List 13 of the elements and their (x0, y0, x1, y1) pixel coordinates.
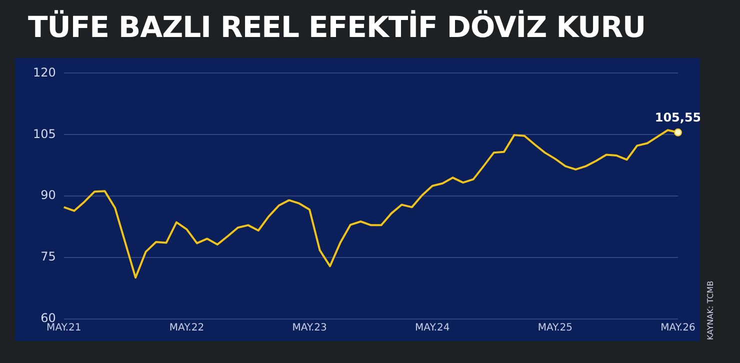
y-tick-label: 120 (33, 65, 56, 80)
y-tick-label: 105 (33, 126, 56, 141)
text: KAYNAK: TCMB (706, 280, 715, 340)
chart-title: TÜFE BAZLI REEL EFEKTİF DÖVİZ KURU (28, 10, 646, 44)
x-tick-label: MAY.25 (538, 322, 573, 334)
x-tick-label: MAY.23 (292, 322, 327, 334)
y-tick-label: 75 (40, 250, 56, 264)
x-tick-label: MAY.22 (169, 322, 204, 334)
x-tick-label: MAY.24 (415, 322, 450, 334)
x-tick-label: MAY.26 (660, 322, 696, 334)
y-tick-label: 90 (40, 188, 56, 202)
x-tick-label: MAY.21 (46, 322, 82, 334)
data-label: 105,55 (654, 110, 702, 125)
